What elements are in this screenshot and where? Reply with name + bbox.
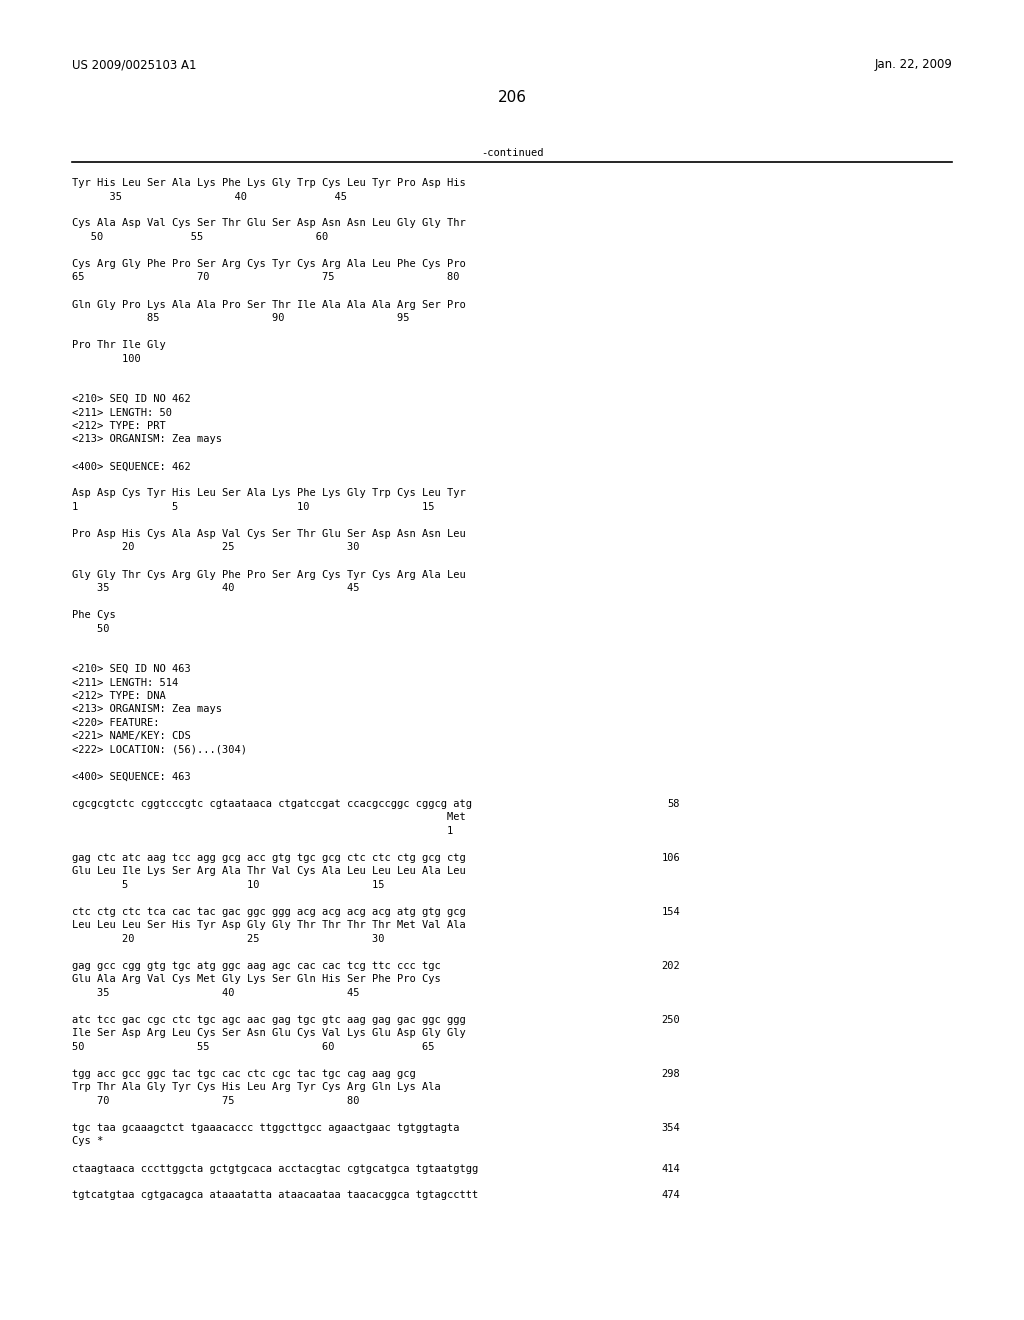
Text: <210> SEQ ID NO 462: <210> SEQ ID NO 462 xyxy=(72,393,190,404)
Text: 50              55                  60: 50 55 60 xyxy=(72,232,329,242)
Text: Gln Gly Pro Lys Ala Ala Pro Ser Thr Ile Ala Ala Ala Arg Ser Pro: Gln Gly Pro Lys Ala Ala Pro Ser Thr Ile … xyxy=(72,300,466,309)
Text: Met: Met xyxy=(72,813,466,822)
Text: 70                  75                  80: 70 75 80 xyxy=(72,1096,359,1106)
Text: gag gcc cgg gtg tgc atg ggc aag agc cac cac tcg ttc ccc tgc: gag gcc cgg gtg tgc atg ggc aag agc cac … xyxy=(72,961,440,972)
Text: 58: 58 xyxy=(668,799,680,809)
Text: 50: 50 xyxy=(72,623,110,634)
Text: Cys *: Cys * xyxy=(72,1137,103,1147)
Text: <221> NAME/KEY: CDS: <221> NAME/KEY: CDS xyxy=(72,731,190,742)
Text: <220> FEATURE:: <220> FEATURE: xyxy=(72,718,160,729)
Text: Glu Leu Ile Lys Ser Arg Ala Thr Val Cys Ala Leu Leu Leu Ala Leu: Glu Leu Ile Lys Ser Arg Ala Thr Val Cys … xyxy=(72,866,466,876)
Text: <222> LOCATION: (56)...(304): <222> LOCATION: (56)...(304) xyxy=(72,744,247,755)
Text: <213> ORGANISM: Zea mays: <213> ORGANISM: Zea mays xyxy=(72,434,222,445)
Text: 5                   10                  15: 5 10 15 xyxy=(72,880,384,890)
Text: <211> LENGTH: 514: <211> LENGTH: 514 xyxy=(72,677,178,688)
Text: <212> TYPE: PRT: <212> TYPE: PRT xyxy=(72,421,166,432)
Text: Cys Ala Asp Val Cys Ser Thr Glu Ser Asp Asn Asn Leu Gly Gly Thr: Cys Ala Asp Val Cys Ser Thr Glu Ser Asp … xyxy=(72,219,466,228)
Text: 206: 206 xyxy=(498,90,526,106)
Text: <400> SEQUENCE: 462: <400> SEQUENCE: 462 xyxy=(72,462,190,471)
Text: 35                  40                  45: 35 40 45 xyxy=(72,583,359,593)
Text: <211> LENGTH: 50: <211> LENGTH: 50 xyxy=(72,408,172,417)
Text: 1: 1 xyxy=(72,826,454,836)
Text: ctaagtaaca cccttggcta gctgtgcaca acctacgtac cgtgcatgca tgtaatgtgg: ctaagtaaca cccttggcta gctgtgcaca acctacg… xyxy=(72,1163,478,1173)
Text: Tyr His Leu Ser Ala Lys Phe Lys Gly Trp Cys Leu Tyr Pro Asp His: Tyr His Leu Ser Ala Lys Phe Lys Gly Trp … xyxy=(72,178,466,187)
Text: <212> TYPE: DNA: <212> TYPE: DNA xyxy=(72,690,166,701)
Text: Cys Arg Gly Phe Pro Ser Arg Cys Tyr Cys Arg Ala Leu Phe Cys Pro: Cys Arg Gly Phe Pro Ser Arg Cys Tyr Cys … xyxy=(72,259,466,269)
Text: 298: 298 xyxy=(662,1069,680,1078)
Text: 474: 474 xyxy=(662,1191,680,1200)
Text: 50                  55                  60              65: 50 55 60 65 xyxy=(72,1041,434,1052)
Text: Asp Asp Cys Tyr His Leu Ser Ala Lys Phe Lys Gly Trp Cys Leu Tyr: Asp Asp Cys Tyr His Leu Ser Ala Lys Phe … xyxy=(72,488,466,499)
Text: 154: 154 xyxy=(662,907,680,917)
Text: cgcgcgtctc cggtcccgtc cgtaataaca ctgatccgat ccacgccggc cggcg atg: cgcgcgtctc cggtcccgtc cgtaataaca ctgatcc… xyxy=(72,799,472,809)
Text: Pro Asp His Cys Ala Asp Val Cys Ser Thr Glu Ser Asp Asn Asn Leu: Pro Asp His Cys Ala Asp Val Cys Ser Thr … xyxy=(72,529,466,539)
Text: <210> SEQ ID NO 463: <210> SEQ ID NO 463 xyxy=(72,664,190,675)
Text: 85                  90                  95: 85 90 95 xyxy=(72,313,410,323)
Text: 100: 100 xyxy=(72,354,140,363)
Text: atc tcc gac cgc ctc tgc agc aac gag tgc gtc aag gag gac ggc ggg: atc tcc gac cgc ctc tgc agc aac gag tgc … xyxy=(72,1015,466,1026)
Text: 65                  70                  75                  80: 65 70 75 80 xyxy=(72,272,460,282)
Text: Phe Cys: Phe Cys xyxy=(72,610,116,620)
Text: Trp Thr Ala Gly Tyr Cys His Leu Arg Tyr Cys Arg Gln Lys Ala: Trp Thr Ala Gly Tyr Cys His Leu Arg Tyr … xyxy=(72,1082,440,1093)
Text: Pro Thr Ile Gly: Pro Thr Ile Gly xyxy=(72,341,166,350)
Text: -continued: -continued xyxy=(480,148,544,158)
Text: Ile Ser Asp Arg Leu Cys Ser Asn Glu Cys Val Lys Glu Asp Gly Gly: Ile Ser Asp Arg Leu Cys Ser Asn Glu Cys … xyxy=(72,1028,466,1039)
Text: 20                  25                  30: 20 25 30 xyxy=(72,935,384,944)
Text: 106: 106 xyxy=(662,853,680,863)
Text: tgtcatgtaa cgtgacagca ataaatatta ataacaataa taacacggca tgtagccttt: tgtcatgtaa cgtgacagca ataaatatta ataacaa… xyxy=(72,1191,478,1200)
Text: 354: 354 xyxy=(662,1123,680,1133)
Text: 250: 250 xyxy=(662,1015,680,1026)
Text: tgg acc gcc ggc tac tgc cac ctc cgc tac tgc cag aag gcg: tgg acc gcc ggc tac tgc cac ctc cgc tac … xyxy=(72,1069,416,1078)
Text: <213> ORGANISM: Zea mays: <213> ORGANISM: Zea mays xyxy=(72,705,222,714)
Text: gag ctc atc aag tcc agg gcg acc gtg tgc gcg ctc ctc ctg gcg ctg: gag ctc atc aag tcc agg gcg acc gtg tgc … xyxy=(72,853,466,863)
Text: Jan. 22, 2009: Jan. 22, 2009 xyxy=(874,58,952,71)
Text: 202: 202 xyxy=(662,961,680,972)
Text: 35                  40              45: 35 40 45 xyxy=(72,191,347,202)
Text: 1               5                   10                  15: 1 5 10 15 xyxy=(72,502,434,512)
Text: Leu Leu Leu Ser His Tyr Asp Gly Gly Thr Thr Thr Thr Met Val Ala: Leu Leu Leu Ser His Tyr Asp Gly Gly Thr … xyxy=(72,920,466,931)
Text: Gly Gly Thr Cys Arg Gly Phe Pro Ser Arg Cys Tyr Cys Arg Ala Leu: Gly Gly Thr Cys Arg Gly Phe Pro Ser Arg … xyxy=(72,569,466,579)
Text: Glu Ala Arg Val Cys Met Gly Lys Ser Gln His Ser Phe Pro Cys: Glu Ala Arg Val Cys Met Gly Lys Ser Gln … xyxy=(72,974,440,985)
Text: tgc taa gcaaagctct tgaaacaccc ttggcttgcc agaactgaac tgtggtagta: tgc taa gcaaagctct tgaaacaccc ttggcttgcc… xyxy=(72,1123,460,1133)
Text: 35                  40                  45: 35 40 45 xyxy=(72,987,359,998)
Text: 20              25                  30: 20 25 30 xyxy=(72,543,359,553)
Text: <400> SEQUENCE: 463: <400> SEQUENCE: 463 xyxy=(72,772,190,781)
Text: 414: 414 xyxy=(662,1163,680,1173)
Text: ctc ctg ctc tca cac tac gac ggc ggg acg acg acg acg atg gtg gcg: ctc ctg ctc tca cac tac gac ggc ggg acg … xyxy=(72,907,466,917)
Text: US 2009/0025103 A1: US 2009/0025103 A1 xyxy=(72,58,197,71)
